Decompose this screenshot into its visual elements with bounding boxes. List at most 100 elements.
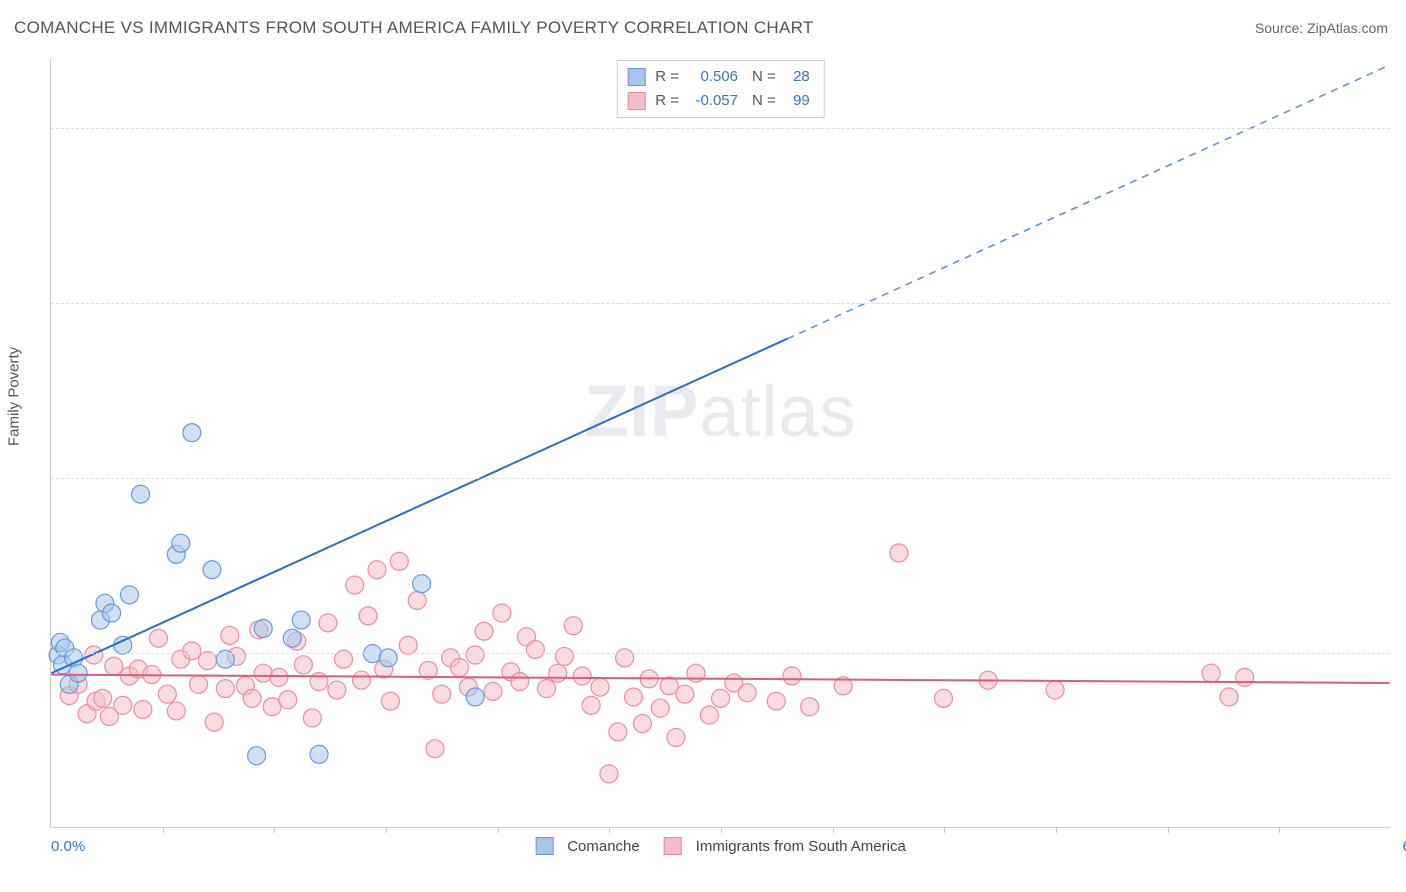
legend-item: Immigrants from South America xyxy=(664,837,906,855)
scatter-point xyxy=(1236,668,1254,686)
scatter-point xyxy=(625,688,643,706)
scatter-point xyxy=(216,680,234,698)
scatter-point xyxy=(712,689,730,707)
scatter-point xyxy=(346,576,364,594)
scatter-point xyxy=(254,619,272,637)
scatter-point xyxy=(319,614,337,632)
scatter-point xyxy=(248,747,266,765)
stats-row: R =-0.057N =99 xyxy=(627,89,810,113)
legend-label: Immigrants from South America xyxy=(696,838,906,855)
x-minor-tick xyxy=(498,827,499,833)
gridline xyxy=(51,303,1390,304)
legend-swatch xyxy=(664,837,682,855)
legend-item: Comanche xyxy=(535,837,640,855)
scatter-point xyxy=(466,688,484,706)
scatter-point xyxy=(1046,681,1064,699)
scatter-point xyxy=(511,673,529,691)
scatter-point xyxy=(433,685,451,703)
legend-swatch xyxy=(627,68,645,86)
legend-swatch xyxy=(535,837,553,855)
source-prefix: Source: xyxy=(1255,20,1307,36)
r-label: R = xyxy=(655,65,679,89)
scatter-point xyxy=(555,647,573,665)
source-name: ZipAtlas.com xyxy=(1307,20,1388,36)
scatter-point xyxy=(651,699,669,717)
chart-title: COMANCHE VS IMMIGRANTS FROM SOUTH AMERIC… xyxy=(14,18,814,38)
x-tick-min: 0.0% xyxy=(51,838,85,855)
scatter-point xyxy=(183,642,201,660)
scatter-point xyxy=(451,659,469,677)
scatter-point xyxy=(270,668,288,686)
stats-row: R =0.506N =28 xyxy=(627,65,810,89)
scatter-point xyxy=(359,607,377,625)
scatter-point xyxy=(243,689,261,707)
x-minor-tick xyxy=(386,827,387,833)
scatter-point xyxy=(390,552,408,570)
r-value: -0.057 xyxy=(683,89,738,113)
y-tick-label: 50.0% xyxy=(1395,120,1406,137)
scatter-point xyxy=(199,652,217,670)
scatter-point xyxy=(484,682,502,700)
scatter-point xyxy=(205,713,223,731)
legend-label: Comanche xyxy=(567,838,640,855)
scatter-point xyxy=(283,629,301,647)
scatter-point xyxy=(582,696,600,714)
scatter-point xyxy=(379,649,397,667)
chart-source: Source: ZipAtlas.com xyxy=(1255,20,1388,36)
y-tick-label: 37.5% xyxy=(1395,295,1406,312)
scatter-point xyxy=(149,629,167,647)
scatter-point xyxy=(399,636,417,654)
x-minor-tick xyxy=(833,827,834,833)
r-value: 0.506 xyxy=(683,65,738,89)
scatter-point xyxy=(294,656,312,674)
x-minor-tick xyxy=(609,827,610,833)
x-tick-max: 60.0% xyxy=(1402,838,1406,855)
scatter-point xyxy=(94,689,112,707)
trend-line-dashed xyxy=(787,65,1389,339)
gridline xyxy=(51,128,1390,129)
scatter-point xyxy=(738,684,756,702)
scatter-point xyxy=(538,680,556,698)
scatter-point xyxy=(801,698,819,716)
scatter-point xyxy=(303,709,321,727)
scatter-point xyxy=(368,561,386,579)
x-minor-tick xyxy=(1168,827,1169,833)
bottom-legend: Comanche Immigrants from South America xyxy=(535,837,906,855)
gridline xyxy=(51,478,1390,479)
x-minor-tick xyxy=(944,827,945,833)
scatter-point xyxy=(616,649,634,667)
scatter-point xyxy=(310,745,328,763)
stats-legend-box: R =0.506N =28R =-0.057N =99 xyxy=(616,60,825,118)
y-axis-label: Family Poverty xyxy=(6,347,23,446)
x-minor-tick xyxy=(274,827,275,833)
x-minor-tick xyxy=(721,827,722,833)
scatter-point xyxy=(114,696,132,714)
scatter-point xyxy=(408,592,426,610)
x-minor-tick xyxy=(1056,827,1057,833)
scatter-point xyxy=(573,667,591,685)
scatter-point xyxy=(190,675,208,693)
scatter-point xyxy=(279,691,297,709)
scatter-point xyxy=(667,729,685,747)
trend-line xyxy=(51,339,787,674)
scatter-point xyxy=(426,740,444,758)
scatter-point xyxy=(466,646,484,664)
legend-swatch xyxy=(627,92,645,110)
scatter-point xyxy=(134,701,152,719)
plot-area: ZIPatlas R =0.506N =28R =-0.057N =99 0.0… xyxy=(50,58,1390,828)
scatter-point xyxy=(105,657,123,675)
scatter-point xyxy=(935,689,953,707)
n-value: 28 xyxy=(780,65,810,89)
chart-container: COMANCHE VS IMMIGRANTS FROM SOUTH AMERIC… xyxy=(0,0,1406,892)
scatter-point xyxy=(700,706,718,724)
scatter-point xyxy=(1220,688,1238,706)
scatter-point xyxy=(69,664,87,682)
scatter-point xyxy=(526,640,544,658)
scatter-point xyxy=(783,667,801,685)
scatter-point xyxy=(475,622,493,640)
y-tick-label: 25.0% xyxy=(1395,470,1406,487)
scatter-point xyxy=(609,723,627,741)
x-minor-tick xyxy=(163,827,164,833)
scatter-point xyxy=(381,692,399,710)
scatter-point xyxy=(172,534,190,552)
